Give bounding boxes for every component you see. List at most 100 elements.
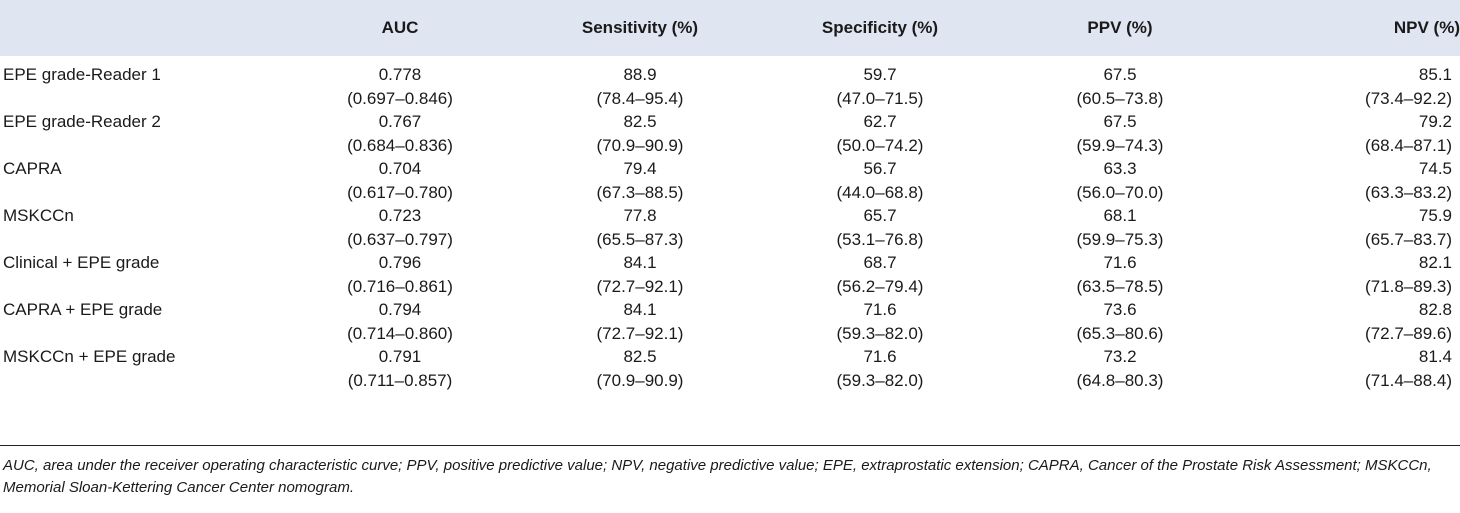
ppv-value: 73.2 bbox=[1103, 347, 1137, 366]
table-row: CAPRA 0.704 (0.617–0.780) 79.4 (67.3–88.5) 56… bbox=[0, 157, 1460, 204]
header-label bbox=[0, 0, 280, 56]
row-label: EPE grade-Reader 2 bbox=[3, 112, 161, 131]
specificity-ci: (59.3–82.0) bbox=[836, 370, 924, 390]
cell-auc: 0.723 (0.637–0.797) bbox=[280, 204, 520, 251]
cell-sensitivity: 79.4 (67.3–88.5) bbox=[520, 157, 760, 204]
auc-ci: (0.617–0.780) bbox=[347, 182, 453, 202]
cell-ppv: 73.2 (64.8–80.3) bbox=[1000, 345, 1240, 398]
ppv-ci: (59.9–75.3) bbox=[1076, 229, 1164, 249]
ppv-value: 67.5 bbox=[1103, 112, 1137, 131]
auc-value: 0.794 bbox=[378, 300, 422, 319]
table-row: EPE grade-Reader 2 0.767 (0.684–0.836) 82.5… bbox=[0, 110, 1460, 157]
row-label: MSKCCn + EPE grade bbox=[3, 347, 176, 366]
sensitivity-ci: (67.3–88.5) bbox=[596, 182, 684, 202]
npv-value: 85.1 bbox=[1418, 65, 1452, 84]
sensitivity-value: 84.1 bbox=[623, 300, 657, 319]
header-ppv: PPV (%) bbox=[1087, 18, 1153, 37]
specificity-value: 68.7 bbox=[863, 253, 897, 272]
auc-ci: (0.714–0.860) bbox=[347, 323, 453, 343]
cell-npv: 82.8 (72.7–89.6) bbox=[1240, 298, 1460, 345]
cell-specificity: 62.7 (50.0–74.2) bbox=[760, 110, 1000, 157]
specificity-ci: (56.2–79.4) bbox=[836, 276, 924, 296]
sensitivity-ci: (65.5–87.3) bbox=[596, 229, 684, 249]
cell-npv: 74.5 (63.3–83.2) bbox=[1240, 157, 1460, 204]
ppv-ci: (63.5–78.5) bbox=[1076, 276, 1164, 296]
specificity-ci: (59.3–82.0) bbox=[836, 323, 924, 343]
table-row: EPE grade-Reader 1 0.778 (0.697–0.846) 88.9… bbox=[0, 63, 1460, 110]
npv-ci: (73.4–92.2) bbox=[1365, 88, 1452, 108]
auc-value: 0.704 bbox=[378, 159, 422, 178]
npv-value: 81.4 bbox=[1418, 347, 1452, 366]
npv-ci: (72.7–89.6) bbox=[1365, 323, 1452, 343]
auc-value: 0.791 bbox=[378, 347, 422, 366]
table-row: MSKCCn 0.723 (0.637–0.797) 77.8 (65.5–87.3) 6… bbox=[0, 204, 1460, 251]
ppv-ci: (64.8–80.3) bbox=[1076, 370, 1164, 390]
cell-auc: 0.796 (0.716–0.861) bbox=[280, 251, 520, 298]
auc-value: 0.767 bbox=[378, 112, 422, 131]
sensitivity-ci: (72.7–92.1) bbox=[596, 276, 684, 296]
cell-auc: 0.794 (0.714–0.860) bbox=[280, 298, 520, 345]
cell-specificity: 59.7 (47.0–71.5) bbox=[760, 63, 1000, 110]
cell-specificity: 56.7 (44.0–68.8) bbox=[760, 157, 1000, 204]
ppv-value: 73.6 bbox=[1103, 300, 1137, 319]
cell-npv: 82.1 (71.8–89.3) bbox=[1240, 251, 1460, 298]
cell-sensitivity: 84.1 (72.7–92.1) bbox=[520, 298, 760, 345]
cell-auc: 0.778 (0.697–0.846) bbox=[280, 63, 520, 110]
specificity-value: 59.7 bbox=[863, 65, 897, 84]
auc-ci: (0.697–0.846) bbox=[347, 88, 453, 108]
npv-value: 75.9 bbox=[1418, 206, 1452, 225]
npv-ci: (68.4–87.1) bbox=[1365, 135, 1452, 155]
table-row: Clinical + EPE grade 0.796 (0.716–0.861) 84… bbox=[0, 251, 1460, 298]
specificity-value: 71.6 bbox=[863, 347, 897, 366]
row-label: Clinical + EPE grade bbox=[3, 253, 160, 272]
ppv-value: 63.3 bbox=[1103, 159, 1137, 178]
npv-value: 82.8 bbox=[1418, 300, 1452, 319]
cell-specificity: 68.7 (56.2–79.4) bbox=[760, 251, 1000, 298]
sensitivity-ci: (72.7–92.1) bbox=[596, 323, 684, 343]
auc-ci: (0.716–0.861) bbox=[347, 276, 453, 296]
row-label: CAPRA + EPE grade bbox=[3, 300, 163, 319]
npv-value: 79.2 bbox=[1418, 112, 1452, 131]
cell-ppv: 67.5 (59.9–74.3) bbox=[1000, 110, 1240, 157]
specificity-ci: (50.0–74.2) bbox=[836, 135, 924, 155]
cell-npv: 75.9 (65.7–83.7) bbox=[1240, 204, 1460, 251]
row-label: MSKCCn bbox=[3, 206, 74, 225]
cell-npv: 79.2 (68.4–87.1) bbox=[1240, 110, 1460, 157]
header-specificity: Specificity (%) bbox=[821, 18, 939, 37]
cell-sensitivity: 84.1 (72.7–92.1) bbox=[520, 251, 760, 298]
cell-ppv: 73.6 (65.3–80.6) bbox=[1000, 298, 1240, 345]
header-npv: NPV (%) bbox=[1393, 18, 1460, 37]
ppv-ci: (56.0–70.0) bbox=[1076, 182, 1164, 202]
ppv-value: 71.6 bbox=[1103, 253, 1137, 272]
auc-ci: (0.711–0.857) bbox=[347, 370, 453, 390]
cell-ppv: 71.6 (63.5–78.5) bbox=[1000, 251, 1240, 298]
table-row: MSKCCn + EPE grade 0.791 (0.711–0.857) 82.5… bbox=[0, 345, 1460, 398]
cell-npv: 85.1 (73.4–92.2) bbox=[1240, 63, 1460, 110]
npv-ci: (71.4–88.4) bbox=[1365, 370, 1452, 390]
sensitivity-ci: (70.9–90.9) bbox=[596, 370, 684, 390]
table-row: CAPRA + EPE grade 0.794 (0.714–0.860) 84.1 (… bbox=[0, 298, 1460, 345]
npv-value: 74.5 bbox=[1418, 159, 1452, 178]
ppv-value: 68.1 bbox=[1103, 206, 1137, 225]
cell-ppv: 63.3 (56.0–70.0) bbox=[1000, 157, 1240, 204]
table-footnote: AUC, area under the receiver operating c… bbox=[3, 457, 1432, 496]
ppv-ci: (65.3–80.6) bbox=[1076, 323, 1164, 343]
cell-auc: 0.767 (0.684–0.836) bbox=[280, 110, 520, 157]
spacer-row bbox=[0, 56, 1460, 63]
specificity-ci: (44.0–68.8) bbox=[836, 182, 924, 202]
sensitivity-value: 84.1 bbox=[623, 253, 657, 272]
cell-specificity: 71.6 (59.3–82.0) bbox=[760, 345, 1000, 398]
cell-ppv: 68.1 (59.9–75.3) bbox=[1000, 204, 1240, 251]
cell-sensitivity: 88.9 (78.4–95.4) bbox=[520, 63, 760, 110]
sensitivity-value: 77.8 bbox=[623, 206, 657, 225]
bottom-rule bbox=[0, 445, 1460, 446]
specificity-ci: (47.0–71.5) bbox=[836, 88, 924, 108]
cell-auc: 0.704 (0.617–0.780) bbox=[280, 157, 520, 204]
cell-npv: 81.4 (71.4–88.4) bbox=[1240, 345, 1460, 398]
specificity-value: 62.7 bbox=[863, 112, 897, 131]
cell-specificity: 65.7 (53.1–76.8) bbox=[760, 204, 1000, 251]
cell-sensitivity: 77.8 (65.5–87.3) bbox=[520, 204, 760, 251]
specificity-value: 71.6 bbox=[863, 300, 897, 319]
auc-value: 0.723 bbox=[378, 206, 422, 225]
